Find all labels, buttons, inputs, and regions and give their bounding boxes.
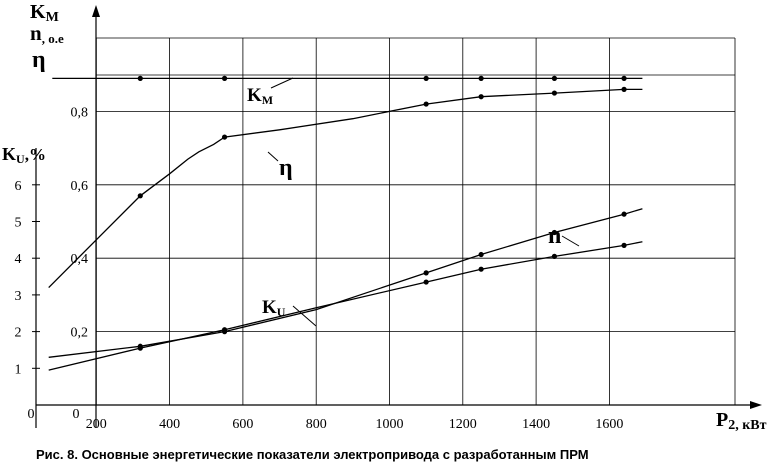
right-tick-label: 0,6 [71,179,89,194]
series-km-point [221,75,228,81]
label-n: n [548,223,561,249]
axes [32,5,762,428]
right-tick-label: 0,4 [71,252,89,267]
x-tick-label: 1000 [376,417,404,432]
series-η-point [621,86,627,92]
label-eta-leader [267,151,279,162]
label-ku: KU [262,297,286,319]
series-η-point [478,94,484,100]
right-axis-title-eta: η [32,47,46,73]
series-n-point [423,270,429,276]
x-origin-label: 0 [28,407,35,422]
figure-caption: Рис. 8. Основные энергетические показате… [36,447,589,462]
series-km-point [621,75,627,81]
series-η-point [137,193,143,199]
series-km-point [551,75,558,81]
grid [95,37,736,405]
x-tick-label: 1200 [449,417,477,432]
series-km-point [423,75,429,81]
label-km: KM [247,85,273,107]
y-origin-label: 0 [73,407,80,422]
series-ku-point [221,327,228,333]
label-eta: η [279,155,293,181]
series-ku-point [137,345,143,351]
x-axis-title: P2, кВт [716,409,767,433]
labels-layer: 200 400 600 800 1000 1200 1400 1600 0 0 1 2 3 4 5 6 0,2 0… [2,1,767,433]
left-tick-label: 1 [15,362,22,377]
left-tick-label: 3 [15,289,22,304]
series-ku-point [551,253,558,259]
series-ku-point [423,279,429,285]
right-tick-label: 0,2 [71,326,89,341]
series-n-point [621,211,627,217]
series-ku-point [478,266,484,272]
label-ku-leader [292,305,317,327]
x-tick-label: 1600 [595,417,623,432]
left-tick-label: 6 [15,179,22,194]
right-axis-title-km: KM [30,1,59,25]
series-n-point [551,229,558,236]
series-η-point [551,90,558,96]
x-tick-label: 600 [232,417,253,432]
label-km-leader [270,77,294,89]
series-ku-point [621,242,627,248]
label-n-leader [561,235,580,247]
left-axis-title: KU,% [2,144,46,166]
x-tick-label: 200 [86,417,107,432]
left-tick-label: 5 [15,216,22,231]
x-tick-label: 800 [306,417,327,432]
left-tick-label: 4 [15,252,22,267]
x-tick-label: 400 [159,417,180,432]
x-tick-label: 1400 [522,417,550,432]
series-km-point [137,75,143,81]
series-n-point [478,251,484,258]
series-ku-line [48,241,643,371]
y-axis-arrow [92,5,100,17]
right-tick-label: 0,8 [71,105,89,120]
series-η-point [423,101,429,107]
right-axis-title-n: n, о.е [30,21,64,46]
series-km-point [478,75,484,81]
series-layer [48,75,643,371]
left-tick-label: 2 [15,326,22,341]
series-η-point [221,134,228,140]
x-axis-arrow [750,401,762,409]
